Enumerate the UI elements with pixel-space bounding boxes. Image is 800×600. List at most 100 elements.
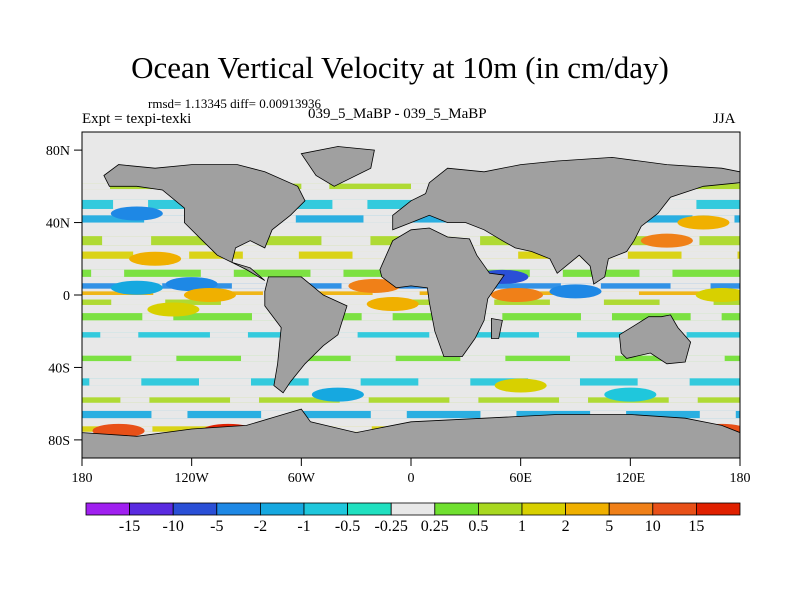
band-gap: [659, 299, 714, 305]
band-gap: [363, 215, 406, 223]
band-gap: [460, 355, 506, 362]
band-gap: [241, 355, 287, 362]
colorbar-label: -15: [119, 518, 140, 535]
band-gap: [570, 355, 616, 362]
band-gap: [242, 251, 299, 259]
band-gap: [330, 299, 385, 305]
band-gap: [471, 313, 503, 321]
velocity-highlight: [110, 206, 163, 221]
band-gap: [549, 299, 604, 305]
x-tick-label: 120E: [616, 471, 646, 486]
band-gap: [251, 313, 283, 321]
band-gap: [661, 199, 697, 209]
band-gap: [538, 332, 577, 338]
colorbar-label: 10: [645, 518, 661, 535]
land-eurasia: [392, 156, 740, 285]
band-gap: [120, 397, 150, 403]
x-tick-label: 180: [72, 471, 93, 486]
band-gap: [200, 269, 234, 277]
colorbar-label: 0.5: [468, 518, 488, 535]
colorbar-label: 5: [605, 518, 613, 535]
velocity-highlight: [604, 387, 657, 402]
colorbar-label: -10: [163, 518, 184, 535]
velocity-highlight: [366, 297, 419, 312]
stats-label: rmsd= 1.13345 diff= 0.00913936: [148, 96, 321, 111]
land-greenland: [300, 146, 375, 187]
map-area: [82, 132, 740, 458]
band-gap: [111, 299, 166, 305]
band-gap: [332, 199, 368, 209]
band-gap: [681, 251, 738, 259]
y-tick-label: 0: [63, 289, 70, 304]
run-label: 039_5_MaBP - 039_5_MaBP: [308, 106, 487, 122]
x-tick-label: 60W: [288, 471, 316, 486]
band-gap: [231, 283, 272, 289]
velocity-highlight: [165, 277, 218, 292]
x-tick-label: 120W: [175, 471, 210, 486]
colorbar-swatch: [434, 502, 479, 516]
velocity-band: [82, 410, 740, 419]
band-gap: [480, 410, 517, 419]
band-gap: [637, 378, 690, 386]
land-antarctica: [82, 408, 740, 458]
colorbar-swatch: [608, 502, 654, 516]
band-gap: [230, 397, 260, 403]
velocity-band: [82, 397, 740, 403]
velocity-highlight: [494, 378, 547, 393]
band-gap: [301, 183, 330, 190]
land-madagascar: [490, 318, 503, 339]
band-gap: [679, 355, 725, 362]
x-tick-label: 0: [408, 471, 415, 486]
colorbar-swatch: [477, 502, 523, 516]
colorbar-swatch: [303, 502, 348, 516]
velocity-highlight: [695, 288, 740, 302]
colorbar-label: 2: [562, 518, 570, 535]
band-gap: [113, 199, 149, 209]
band-gap: [529, 269, 563, 277]
colorbar-label: 1: [518, 518, 526, 535]
band-gap: [261, 410, 298, 419]
band-gap: [591, 291, 639, 295]
colorbar-swatch: [696, 502, 741, 516]
band-gap: [370, 410, 407, 419]
band-gap: [220, 299, 275, 305]
y-tick-label: 80N: [46, 144, 70, 159]
band-gap: [153, 291, 201, 295]
colorbar-swatch: [390, 502, 436, 516]
colorbar-swatch: [565, 502, 610, 516]
band-gap: [361, 313, 393, 321]
band-gap: [462, 251, 519, 259]
x-tick-label: 180: [730, 471, 751, 486]
band-gap: [670, 283, 711, 289]
band-gap: [310, 269, 344, 277]
band-gap: [131, 355, 177, 362]
velocity-band: [82, 355, 740, 362]
land-africa: [379, 227, 505, 358]
band-gap: [690, 313, 722, 321]
x-tick-label: 60E: [509, 471, 532, 486]
band-gap: [151, 410, 188, 419]
band-gap: [580, 313, 612, 321]
land-australia: [618, 314, 692, 365]
velocity-band: [82, 378, 740, 386]
band-gap: [449, 397, 479, 403]
band-gap: [102, 236, 152, 246]
velocity-highlight: [147, 302, 200, 317]
band-gap: [372, 291, 420, 295]
band-gap: [198, 378, 251, 386]
y-tick-label: 40S: [48, 361, 70, 376]
land-north-america: [103, 164, 306, 281]
colorbar-swatch: [521, 502, 566, 516]
velocity-highlight: [549, 284, 602, 299]
colorbar-label: -0.5: [335, 518, 360, 535]
velocity-highlight: [110, 280, 163, 295]
velocity-highlight: [677, 215, 730, 230]
colorbar-swatch: [259, 502, 305, 516]
band-gap: [639, 269, 673, 277]
y-tick-label: 40N: [46, 217, 70, 232]
band-gap: [100, 332, 139, 338]
band-gap: [411, 183, 439, 190]
colorbar-swatch: [347, 502, 392, 516]
band-gap: [308, 378, 361, 386]
colorbar-swatch: [216, 502, 261, 516]
